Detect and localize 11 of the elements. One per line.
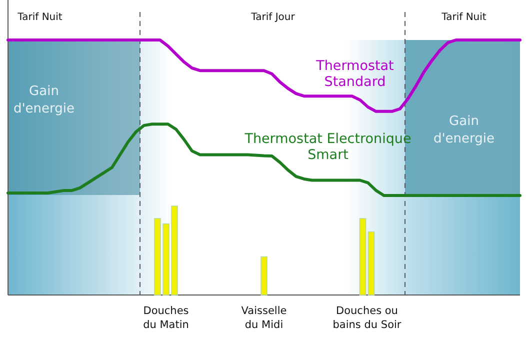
annotation: Gain d'energie: [433, 114, 495, 147]
x-tick-label: Douches ou bains du Soir: [332, 305, 402, 332]
x-tick-label: Vaisselle du Midi: [241, 305, 287, 332]
x-tick-label: Douches du Matin: [143, 305, 189, 332]
text: Tarif Nuit: [16, 12, 62, 23]
series-label: Thermostat Standard: [315, 58, 394, 90]
text: Tarif Jour: [250, 12, 296, 23]
text: Tarif Nuit: [440, 12, 486, 23]
bar: [368, 231, 375, 296]
bar: [359, 218, 366, 296]
annotation: Gain d'energie: [13, 84, 75, 117]
